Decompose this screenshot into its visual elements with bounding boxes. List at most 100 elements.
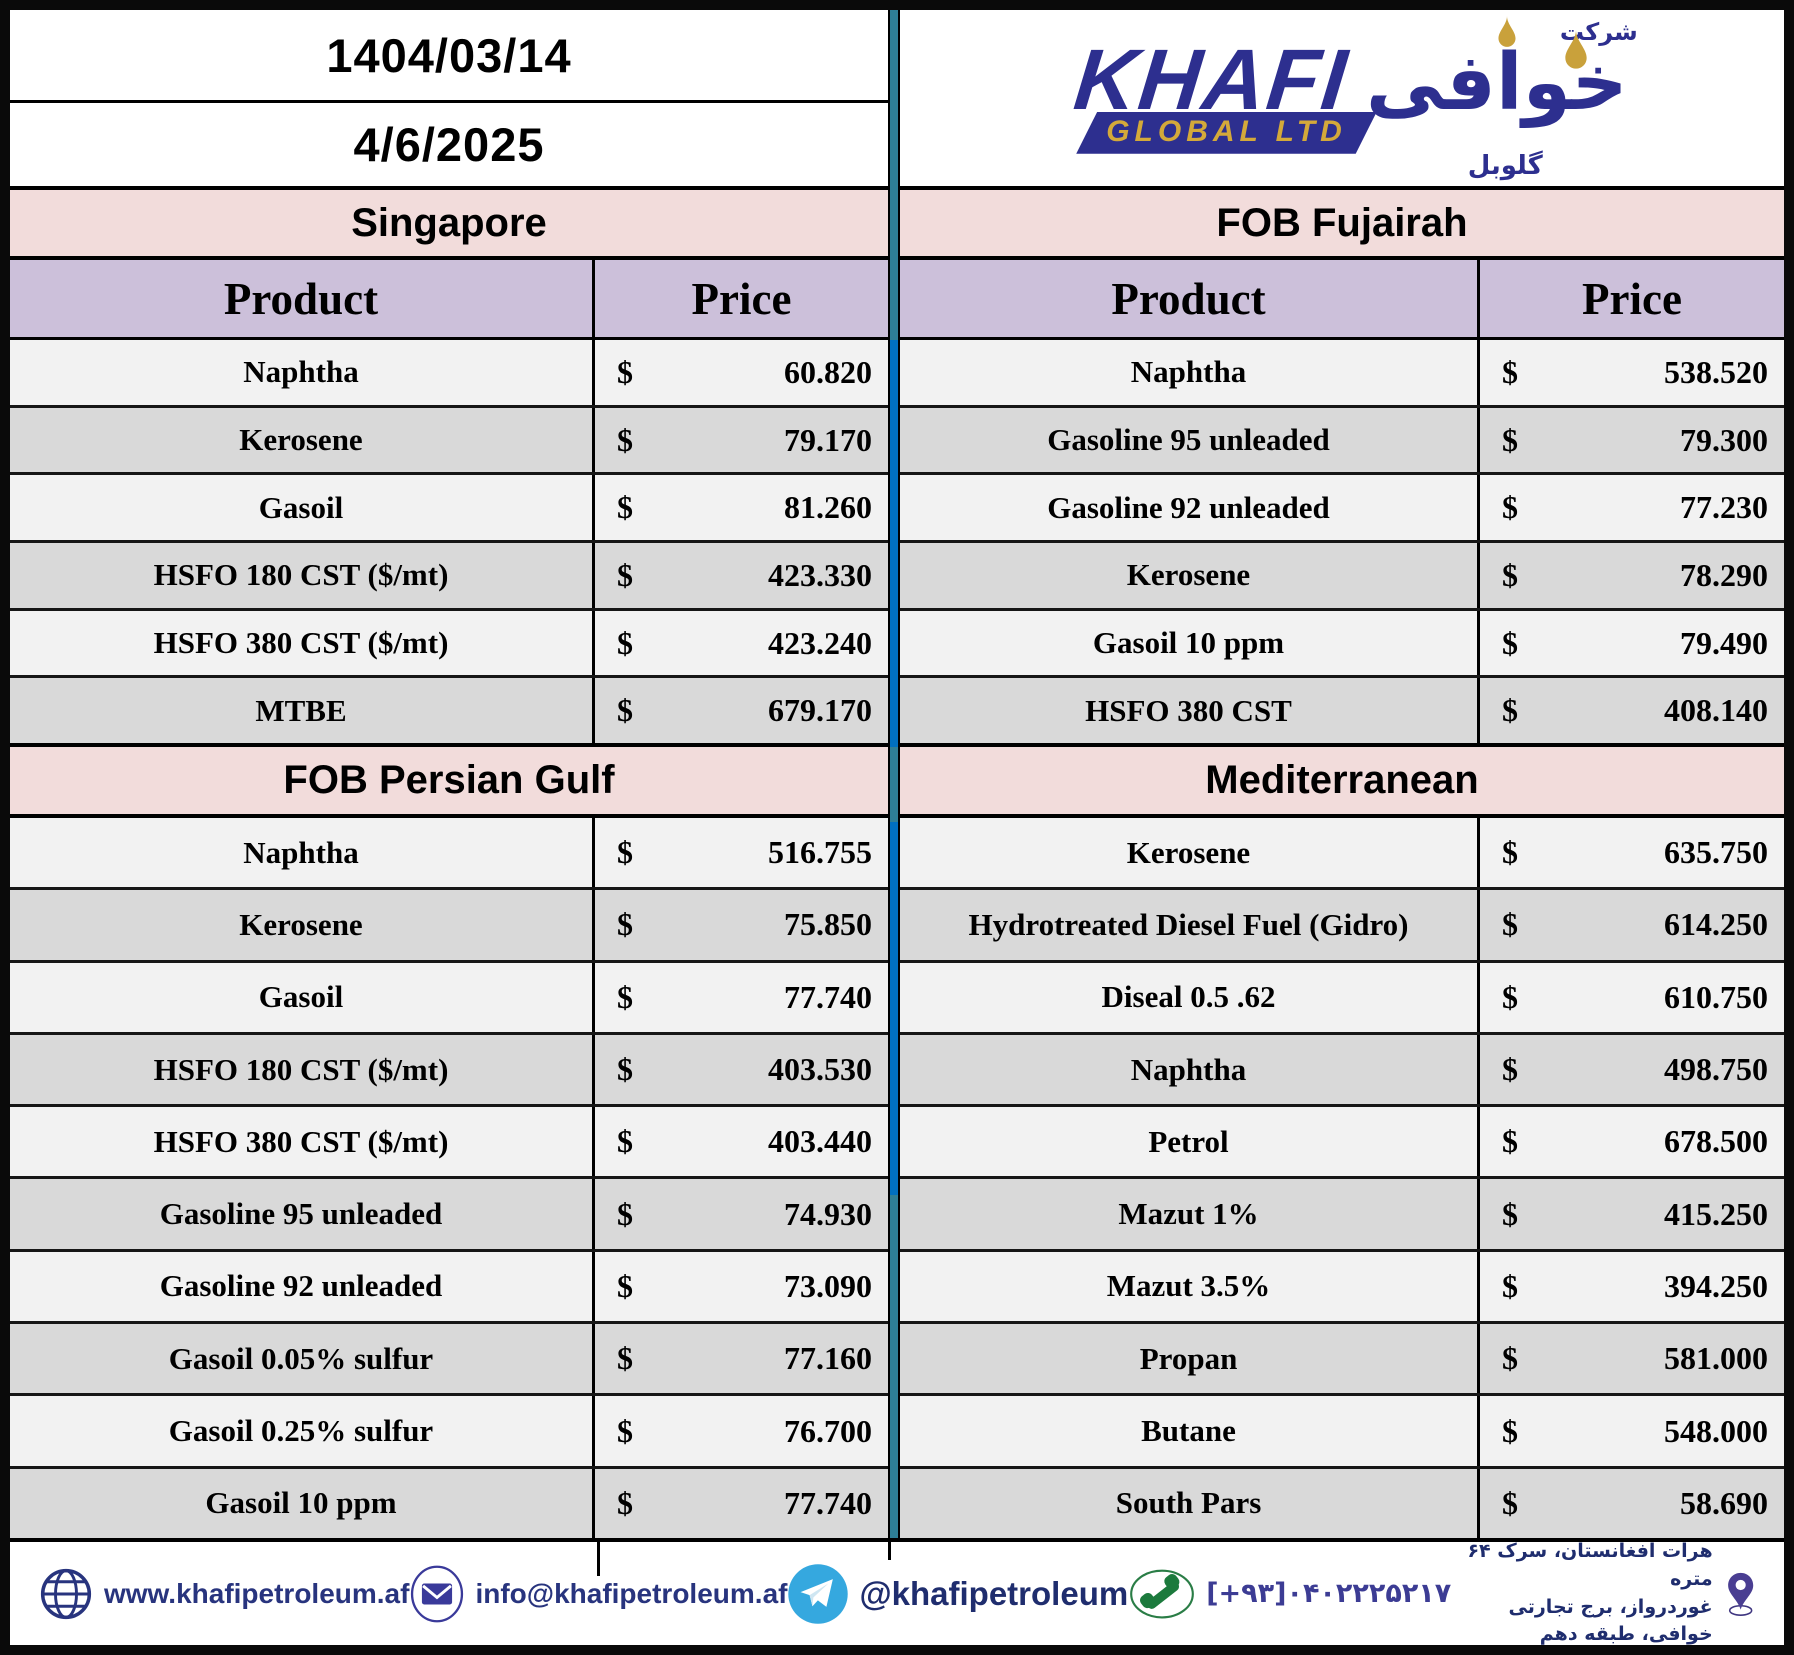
product-name: Kerosene [900, 818, 1480, 888]
section-header-singapore: Singapore [10, 190, 888, 260]
table-row: Diseal 0.5 .62 $610.750 [900, 959, 1784, 1032]
telegram-link[interactable]: @khafipetroleum [787, 1563, 1128, 1625]
currency-symbol: $ [617, 1195, 633, 1232]
product-name: Kerosene [10, 407, 595, 473]
price-cell: $79.490 [1480, 611, 1784, 676]
product-name: HSFO 180 CST ($/mt) [10, 543, 595, 608]
website-text: www.khafipetroleum.af [104, 1577, 410, 1609]
currency-symbol: $ [1502, 421, 1518, 458]
price-value: 76.700 [784, 1412, 872, 1449]
currency-symbol: $ [1502, 353, 1518, 390]
price-value: 678.500 [1664, 1123, 1768, 1160]
logo-wordmark: KHAFI [1070, 32, 1353, 129]
currency-symbol: $ [1502, 978, 1518, 1015]
price-value: 75.850 [784, 906, 872, 943]
price-value: 408.140 [1664, 692, 1768, 729]
product-name: Gasoil 0.25% sulfur [10, 1396, 595, 1466]
logo-farsi-subtitle: گلوبل [1467, 150, 1543, 181]
email-link[interactable]: info@khafipetroleum.af [409, 1565, 787, 1623]
table-row: Gasoil 0.25% sulfur $76.700 [10, 1393, 888, 1466]
table-row: MTBE $679.170 [10, 675, 888, 744]
currency-symbol: $ [1502, 1051, 1518, 1088]
price-cell: $548.000 [1480, 1396, 1784, 1465]
phone-icon [1130, 1569, 1195, 1618]
price-value: 548.000 [1664, 1412, 1768, 1449]
price-cell: $498.750 [1480, 1035, 1784, 1104]
product-name: Gasoil [10, 962, 595, 1032]
currency-symbol: $ [1502, 1267, 1518, 1304]
price-value: 74.930 [784, 1195, 872, 1232]
phone-contact[interactable]: [+۹۳]۰۴۰۲۲۲۵۲۱۷ [1128, 1567, 1451, 1621]
table-row: HSFO 380 CST $408.140 [900, 675, 1784, 744]
currency-symbol: $ [1502, 1123, 1518, 1160]
price-cell: $77.230 [1480, 475, 1784, 540]
table-row: Gasoline 92 unleaded $77.230 [900, 472, 1784, 541]
location-pin-icon [1727, 1572, 1753, 1616]
currency-symbol: $ [617, 556, 633, 593]
price-value: 423.240 [768, 624, 872, 661]
singapore-rows: Naphtha $60.820 Kerosene $79.170 Gasoil … [10, 340, 888, 747]
price-cell: $77.740 [595, 963, 888, 1032]
price-value: 60.820 [784, 353, 872, 390]
product-name: Naphtha [900, 1034, 1480, 1105]
currency-symbol: $ [617, 906, 633, 943]
contact-footer: www.khafipetroleum.af info@khafipetroleu… [10, 1538, 1784, 1645]
table-row: Naphtha $498.750 [900, 1031, 1784, 1105]
table-row: HSFO 380 CST ($/mt) $403.440 [10, 1104, 888, 1177]
price-value: 516.755 [768, 834, 872, 871]
section-header-fujairah: FOB Fujairah [900, 190, 1784, 260]
product-name: Diseal 0.5 .62 [900, 962, 1480, 1032]
company-logo: KHAFI GLOBAL LTD شرکت خوافی گلوبل [900, 10, 1784, 190]
table-row: HSFO 380 CST ($/mt) $423.240 [10, 607, 888, 676]
currency-symbol: $ [617, 489, 633, 526]
email-text: info@khafipetroleum.af [475, 1577, 788, 1609]
price-cell: $614.250 [1480, 890, 1784, 959]
currency-symbol: $ [617, 624, 633, 661]
table-row: Kerosene $78.290 [900, 540, 1784, 608]
envelope-icon [411, 1565, 464, 1622]
price-cell: $76.700 [595, 1396, 888, 1465]
product-name: Mazut 1% [900, 1179, 1480, 1249]
column-header-price: Price [691, 273, 792, 324]
currency-symbol: $ [617, 978, 633, 1015]
product-name: Gasoil 10 ppm [900, 610, 1480, 676]
price-cell: $60.820 [595, 340, 888, 405]
right-column: KHAFI GLOBAL LTD شرکت خوافی گلوبل FOB Fu… [900, 10, 1784, 1538]
currency-symbol: $ [617, 421, 633, 458]
date-jalali: 1404/03/14 [10, 10, 888, 103]
columns-header: Product Price [900, 260, 1784, 340]
table-row: Mazut 1% $415.250 [900, 1176, 1784, 1249]
column-header-product: Product [900, 260, 1480, 337]
currency-symbol: $ [617, 1412, 633, 1449]
product-name: Hydrotreated Diesel Fuel (Gidro) [900, 890, 1480, 960]
product-name: Gasoline 92 unleaded [900, 475, 1480, 541]
oil-drop-icon [1498, 15, 1516, 47]
price-cell: $610.750 [1480, 963, 1784, 1032]
currency-symbol: $ [617, 1123, 633, 1160]
price-value: 77.160 [784, 1340, 872, 1377]
product-name: Gasoline 92 unleaded [10, 1251, 595, 1322]
website-link[interactable]: www.khafipetroleum.af [38, 1566, 409, 1622]
section-header-persian-gulf: FOB Persian Gulf [10, 747, 888, 818]
table-row: Hydrotreated Diesel Fuel (Gidro) $614.25… [900, 887, 1784, 960]
table-row: Gasoil 0.05% sulfur $77.160 [10, 1321, 888, 1394]
price-value: 415.250 [1664, 1195, 1768, 1232]
product-name: HSFO 380 CST ($/mt) [10, 610, 595, 676]
table-row: Gasoline 95 unleaded $74.930 [10, 1176, 888, 1249]
currency-symbol: $ [617, 1340, 633, 1377]
product-name: Butane [900, 1396, 1480, 1466]
price-value: 79.170 [784, 421, 872, 458]
table-row: South Pars $58.690 [900, 1465, 1784, 1538]
product-name: Gasoil 0.05% sulfur [10, 1324, 595, 1394]
product-name: Naphtha [10, 340, 595, 405]
table-row: Kerosene $79.170 [10, 404, 888, 473]
logo-banner-text: GLOBAL LTD [1076, 111, 1377, 154]
product-name: Gasoline 95 unleaded [900, 407, 1480, 473]
table-row: Propan $581.000 [900, 1321, 1784, 1394]
table-row: HSFO 180 CST ($/mt) $423.330 [10, 540, 888, 608]
price-value: 610.750 [1664, 978, 1768, 1015]
price-cell: $635.750 [1480, 818, 1784, 887]
product-name: Propan [900, 1324, 1480, 1394]
address-block: هرات افغانستان، سرک ۶۴ متره غوردرواز، بر… [1451, 1538, 1756, 1648]
left-column: 1404/03/14 4/6/2025 Singapore Product Pr… [10, 10, 888, 1538]
